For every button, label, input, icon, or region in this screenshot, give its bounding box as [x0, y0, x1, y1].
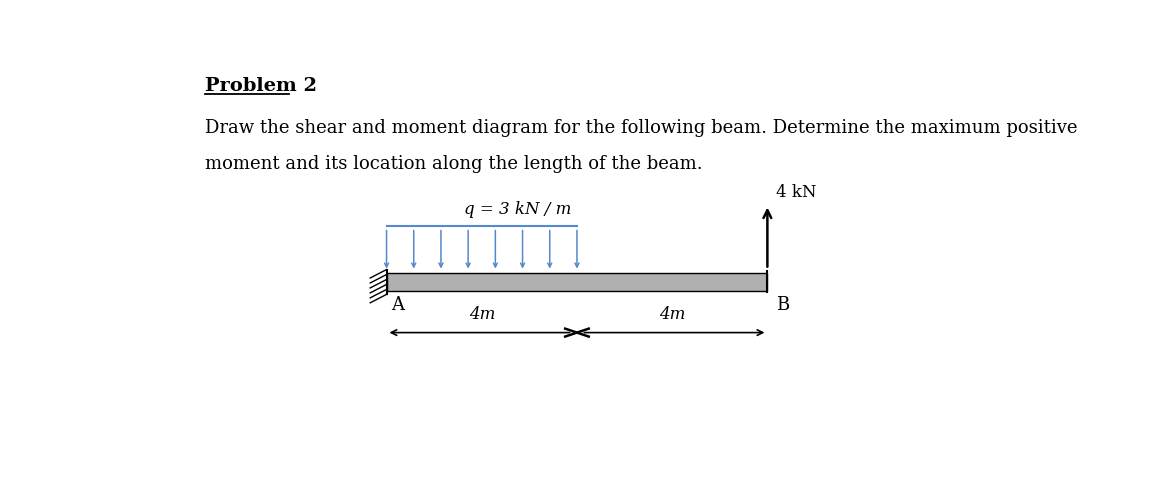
Text: Draw the shear and moment diagram for the following beam. Determine the maximum : Draw the shear and moment diagram for th… [205, 119, 1078, 137]
Text: B: B [777, 296, 790, 314]
Text: q = 3 kN / m: q = 3 kN / m [464, 201, 572, 218]
Text: Problem 2: Problem 2 [205, 77, 317, 95]
Text: 4 kN: 4 kN [777, 184, 817, 201]
Text: moment and its location along the length of the beam.: moment and its location along the length… [205, 155, 703, 173]
Text: 4m: 4m [659, 306, 686, 323]
Bar [386, 273, 768, 291]
Text: A: A [391, 296, 404, 314]
Text: 4m: 4m [468, 306, 495, 323]
